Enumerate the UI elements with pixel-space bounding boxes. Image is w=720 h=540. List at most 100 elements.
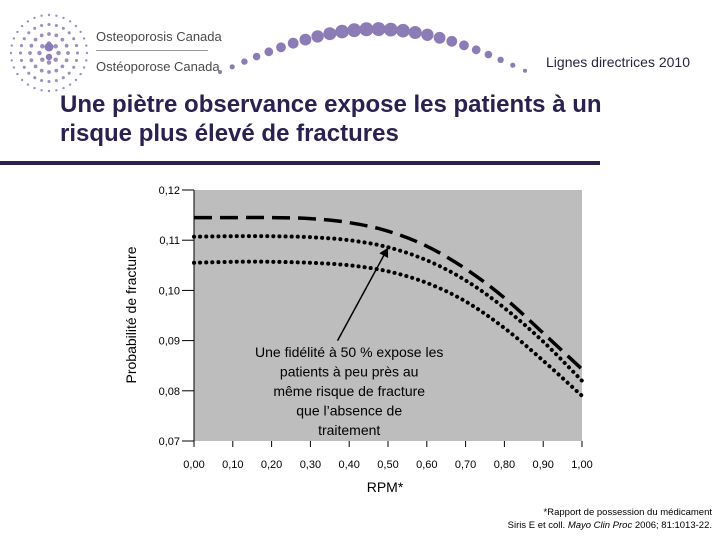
x-tick-label: 1,00 [571,459,592,471]
annotation-text-line: que l’absence de [296,403,402,419]
reference-journal: Mayo Clin Proc [567,520,633,531]
logo-dot [39,68,44,73]
logo-dot [54,23,58,28]
logo-dot [27,31,31,35]
logo-dot [16,30,19,34]
deco-dot [510,62,516,68]
logo-dot [47,32,51,36]
org-name-english: Osteoporosis Canada [96,29,222,44]
logo-dot [54,78,58,83]
series-line-2 [192,234,584,383]
osteoporosis-canada-logo-icon [9,13,89,93]
logo-dot [47,22,51,27]
footnote-reference: Siris E et coll. Mayo Clin Proc 2006; 81… [508,519,712,532]
logo-dot [40,44,45,49]
logo-dot [62,16,65,20]
x-tick-label: 0,10 [222,459,243,471]
deco-dot [252,52,261,61]
logo-dot [64,58,69,63]
y-tick-label: 0,10 [159,285,180,297]
logo-dot [12,66,16,69]
logo-dot [40,78,44,83]
y-tick-label: 0,09 [159,336,180,348]
decorative-dots-arc [218,22,527,74]
logo-dot [47,70,51,74]
logo-dot [47,79,51,84]
logo-dot [37,50,42,56]
logo-dot [54,68,59,73]
deco-dot [421,28,434,41]
logo-dot [66,51,70,55]
deco-dot [371,22,386,37]
logo-dot [74,44,79,48]
deco-dot [347,23,362,38]
logo-dot [22,37,26,41]
logo-dot [40,14,43,17]
series-line-3 [192,259,584,398]
x-tick-label: 0,50 [377,459,398,471]
deco-dot [264,47,274,57]
logo-dot [79,72,82,76]
logo-dot [82,37,86,40]
x-tick-label: 0,20 [261,459,282,471]
logo-dot [33,86,36,90]
annotation-text-line: patients à peu près au [280,364,419,380]
logo-dot [74,78,78,82]
deco-dot [299,33,312,46]
annotation-text-line: même risque de fracture [273,383,425,399]
deco-dot [433,31,446,44]
logo-dot [33,76,37,80]
logo-dot [54,33,59,38]
logo-dot [74,58,79,62]
logo-dot [10,59,13,62]
logo-dot [68,20,72,23]
deco-dot [497,56,504,63]
logo-dot [10,44,13,47]
x-tick-label: 0,60 [416,459,437,471]
title-underline [0,161,600,165]
logo-dot [72,65,76,69]
annotation-text-line: traitement [318,422,380,438]
deco-dot [459,40,469,51]
logo-dot [27,71,31,75]
logo-dot [53,44,58,49]
deco-dot [484,50,493,59]
logo-dot [85,44,88,47]
logo-dot [29,58,34,63]
logo-dot [33,16,36,20]
deco-dot [446,35,458,47]
deco-dot [523,68,527,73]
logo-dot [9,51,13,55]
logo-dot [56,50,61,56]
logo-dot [82,66,86,69]
logo-dot [68,83,72,86]
y-tick-label: 0,11 [159,235,180,247]
logo-dot [39,33,44,38]
logo-dot [28,51,32,55]
logo-dot [26,20,30,23]
y-tick-label: 0,07 [159,436,180,448]
deco-dot [229,64,235,70]
logo-dot [19,58,24,62]
logo-figure-head [44,42,54,52]
y-axis-label: Probabilité de fracture [123,246,139,383]
logo-figure-body [45,53,53,61]
logo-dot [22,65,26,69]
x-tick-label: 0,30 [300,459,321,471]
logo-dot [55,89,58,92]
deco-dot [311,30,324,43]
logo-dot [12,37,16,40]
logo-dot [40,89,43,92]
logo-dot [47,13,51,17]
logo-dot [16,72,19,76]
logo-dot [47,89,51,93]
annotation-arrowhead [379,247,389,259]
logo-dot [55,14,58,17]
series-line-1 [193,215,584,371]
logo-dot [40,57,45,62]
logo-dot [64,43,69,48]
logo-dot [26,83,30,86]
deco-dot [218,70,222,74]
footnote-definition: *Rapport de possession du médicament [543,507,712,518]
